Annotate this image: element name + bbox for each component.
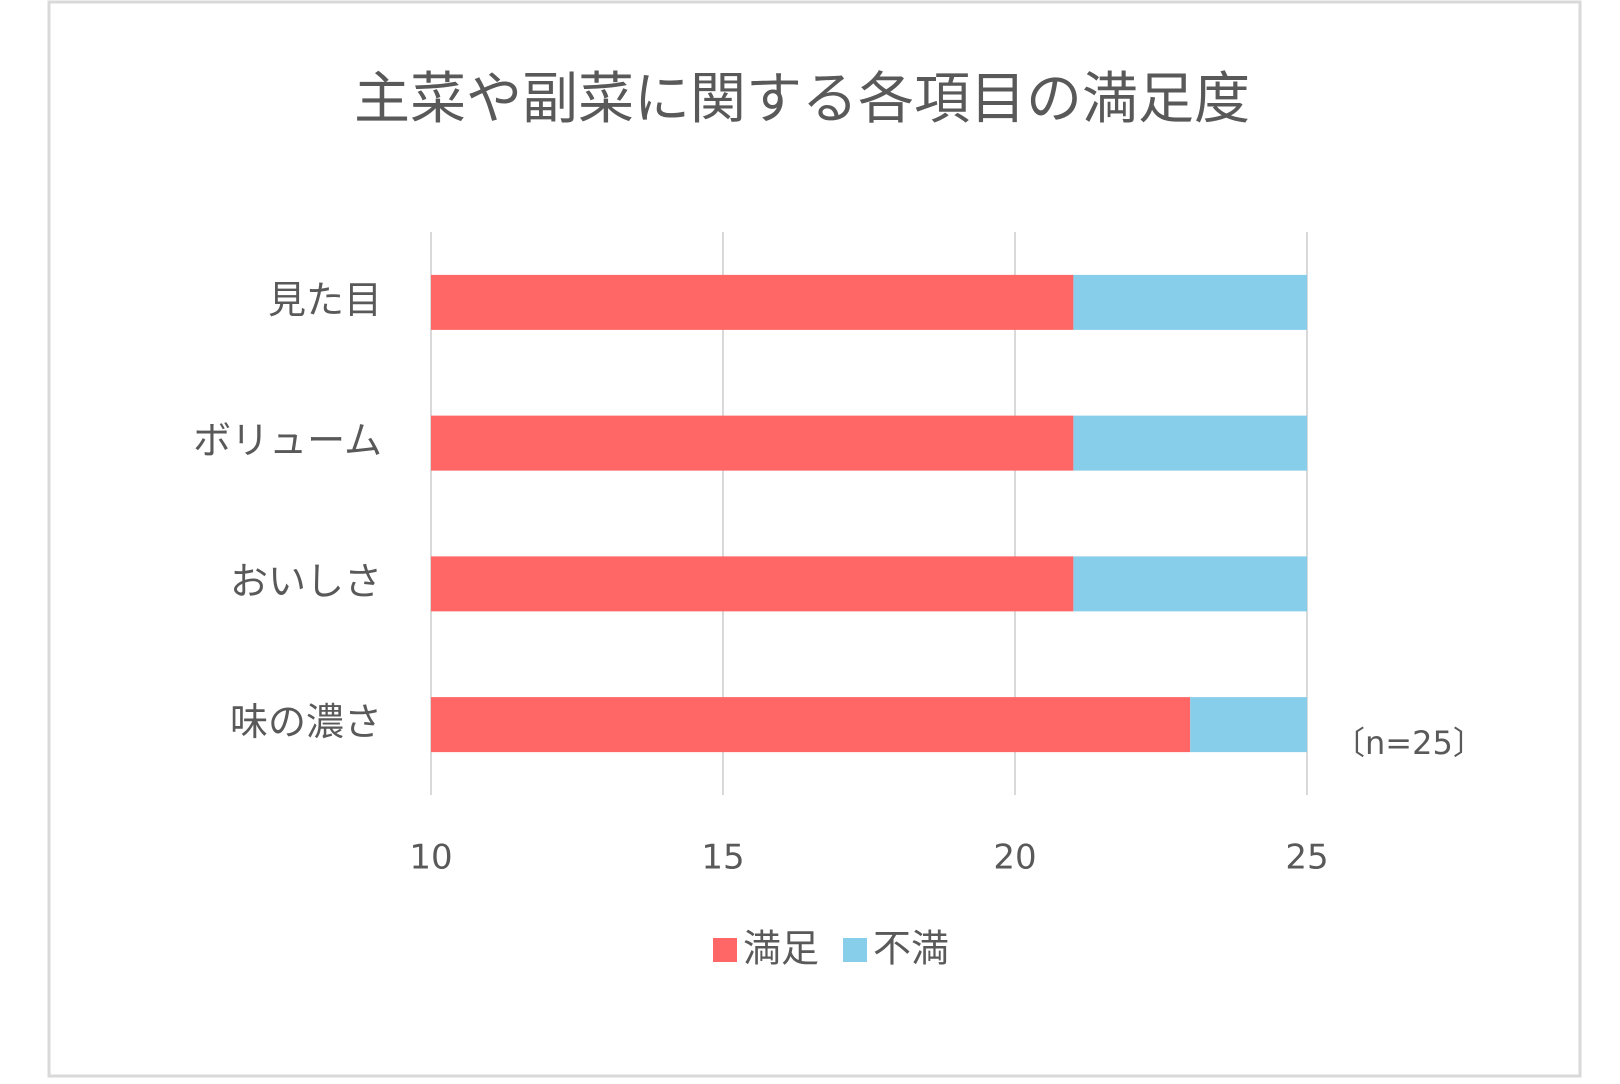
bar-segment	[1073, 556, 1307, 612]
bar-segment	[1073, 274, 1307, 330]
legend-label: 不満	[873, 927, 949, 971]
x-tick-label: 10	[409, 838, 452, 878]
y-tick-label: おいしさ	[230, 559, 382, 603]
y-tick-label: 味の濃さ	[230, 700, 382, 744]
legend-swatch	[843, 938, 868, 962]
x-tick-label: 25	[1285, 838, 1328, 878]
y-tick-label: 見た目	[268, 278, 382, 322]
chart-title: 主菜や副菜に関する各項目の満足度	[354, 67, 1250, 132]
x-tick-label: 15	[701, 838, 744, 878]
bar-segment	[431, 274, 1074, 330]
bar-segment	[431, 415, 1074, 471]
annotation: 〔n=25〕	[1333, 724, 1485, 762]
bar-segment	[1073, 415, 1307, 471]
bars	[431, 274, 1307, 753]
bar-segment	[431, 697, 1191, 753]
bar-segment	[431, 556, 1074, 612]
legend-label: 満足	[743, 927, 819, 971]
x-tick-label: 20	[993, 838, 1036, 878]
y-tick-label: ボリューム	[193, 419, 382, 463]
legend-swatch	[713, 938, 737, 962]
bar-segment	[1190, 697, 1307, 753]
chart-border	[47, 0, 1582, 1078]
